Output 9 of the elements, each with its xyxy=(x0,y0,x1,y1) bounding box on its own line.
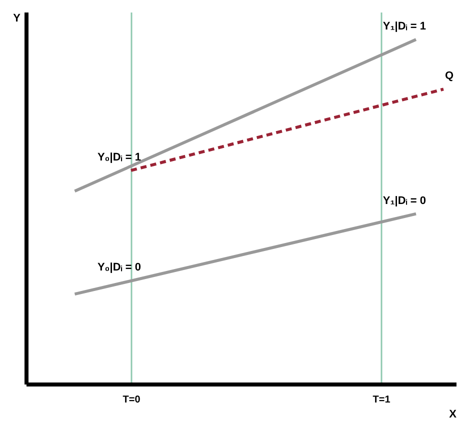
annotation: Y₁|Dᵢ = 1 xyxy=(382,20,426,33)
annotation: Q xyxy=(444,70,454,82)
annotation: Y₀|Dᵢ = 0 xyxy=(97,262,141,274)
x-axis-title: X xyxy=(449,408,458,420)
annotation: Y₁|Dᵢ = 0 xyxy=(382,194,426,207)
x-tick-label: T=1 xyxy=(372,394,391,406)
y-axis-title: Y xyxy=(13,12,22,24)
x-tick-label: T=0 xyxy=(122,394,141,406)
annotation: Y₀|Dᵢ = 1 xyxy=(97,151,141,164)
